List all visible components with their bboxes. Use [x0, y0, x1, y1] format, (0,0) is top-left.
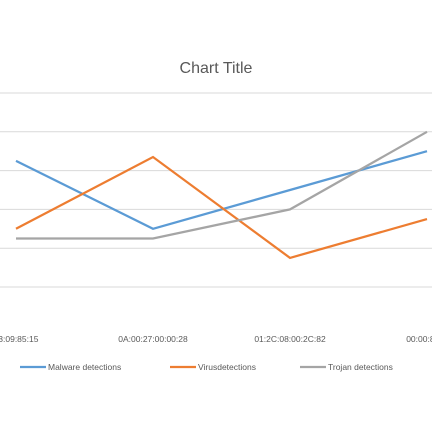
- series-line-virusdetections: [15, 155, 428, 260]
- series-lines: [15, 130, 428, 260]
- legend: Malware detections Virusdetections Trojan …: [20, 362, 393, 372]
- x-axis-tick-labels: 83:09:85:15 0A:00:27:00:00:28 01:2C:08:00:…: [0, 334, 432, 344]
- legend-label: Virusdetections: [198, 362, 256, 372]
- legend-label: Trojan detections: [328, 362, 393, 372]
- legend-label: Malware detections: [48, 362, 121, 372]
- chart-title: Chart Title: [180, 60, 253, 77]
- x-tick-label: 0A:00:27:00:00:28: [118, 334, 188, 344]
- series-line-trojan-detections: [16, 130, 428, 240]
- x-tick-label: 01:2C:08:00:2C:82: [254, 334, 326, 344]
- series-line-malware-detections: [15, 150, 428, 231]
- x-tick-label: 83:09:85:15: [0, 334, 39, 344]
- gridlines: [0, 92, 432, 288]
- x-tick-label: 00:00:8C:2: [406, 334, 432, 344]
